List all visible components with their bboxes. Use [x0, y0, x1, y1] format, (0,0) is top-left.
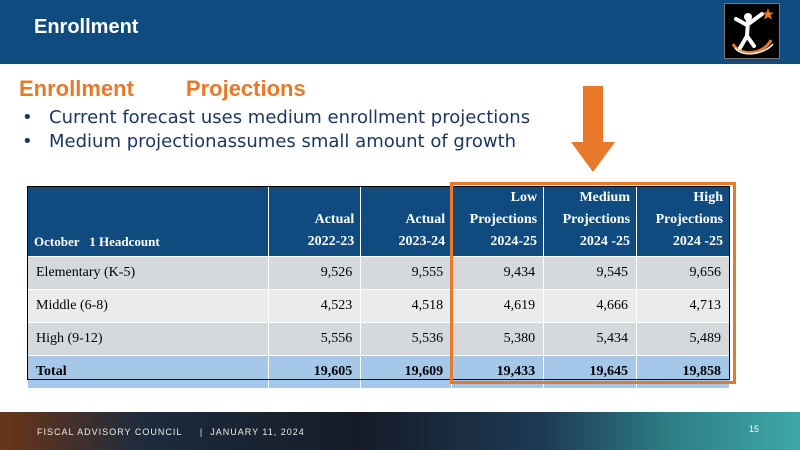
header-medium-projections: Medium Projections 2024 -25: [543, 186, 638, 257]
table-cell: 19,645: [543, 355, 638, 389]
table-row: Elementary (K-5) 9,526 9,555 9,434 9,545…: [26, 256, 730, 290]
table-cell: 5,536: [360, 322, 453, 356]
footer-band: [0, 412, 800, 450]
row-label: Elementary (K-5): [26, 256, 270, 290]
table-header-row: October 1 Headcount Actual 2022-23 Actual…: [26, 186, 730, 257]
figure-with-star-logo-icon: [725, 4, 779, 58]
row-label: Total: [26, 355, 270, 389]
table-cell: 19,605: [268, 355, 362, 389]
table-cell: 4,523: [268, 289, 362, 323]
header-low-projections: Low Projections 2024-25: [451, 186, 545, 257]
subtitle-part-enrollment: Enrollment: [19, 76, 134, 101]
table-row: Middle (6-8) 4,523 4,518 4,619 4,666 4,7…: [26, 289, 730, 323]
page-number: 15: [749, 424, 760, 434]
footer-org: FISCAL ADVISORY COUNCIL: [37, 427, 183, 437]
down-arrow-icon: [571, 86, 615, 179]
table-cell: 19,609: [360, 355, 453, 389]
header-actual-2023-24: Actual 2023-24: [360, 186, 453, 257]
enrollment-table: October 1 Headcount Actual 2022-23 Actual…: [26, 186, 730, 389]
table-cell: 9,555: [360, 256, 453, 290]
table-cell: 5,380: [451, 322, 545, 356]
row-label: High (9-12): [26, 322, 270, 356]
table-cell: 9,545: [543, 256, 638, 290]
organization-logo: [724, 3, 780, 59]
table-cell: 4,713: [636, 289, 730, 323]
subtitle-part-projections: Projections: [185, 76, 306, 101]
bullet-list: Current forecast uses medium enrollment …: [22, 106, 530, 154]
table-cell: 5,489: [636, 322, 730, 356]
table-cell: 4,619: [451, 289, 545, 323]
table-cell: 5,434: [543, 322, 638, 356]
table-cell: 19,433: [451, 355, 545, 389]
table-cell: 5,556: [268, 322, 362, 356]
table-cell: 9,526: [268, 256, 362, 290]
bullet-item: Current forecast uses medium enrollment …: [22, 106, 530, 130]
slide-title: Enrollment: [34, 16, 139, 38]
table-row: High (9-12) 5,556 5,536 5,380 5,434 5,48…: [26, 322, 730, 356]
table-cell: 4,518: [360, 289, 453, 323]
row-label: Middle (6-8): [26, 289, 270, 323]
section-subtitle: Enrollment Projections: [19, 76, 306, 102]
total-row: Total 19,605 19,609 19,433 19,645 19,858: [26, 355, 730, 389]
footer-text: FISCAL ADVISORY COUNCIL | JANUARY 11, 20…: [37, 427, 305, 437]
header-high-projections: High Projections 2024 -25: [636, 186, 730, 257]
header-actual-2022-23: Actual 2022-23: [268, 186, 362, 257]
header-headcount: October 1 Headcount: [26, 186, 270, 257]
bullet-item: Medium projectionassumes small amount of…: [22, 130, 530, 154]
table-cell: 19,858: [636, 355, 730, 389]
footer-date: JANUARY 11, 2024: [210, 427, 305, 437]
table-cell: 9,434: [451, 256, 545, 290]
table-cell: 4,666: [543, 289, 638, 323]
table-cell: 9,656: [636, 256, 730, 290]
footer-separator: |: [199, 427, 204, 437]
title-bar: Enrollment: [0, 0, 800, 64]
